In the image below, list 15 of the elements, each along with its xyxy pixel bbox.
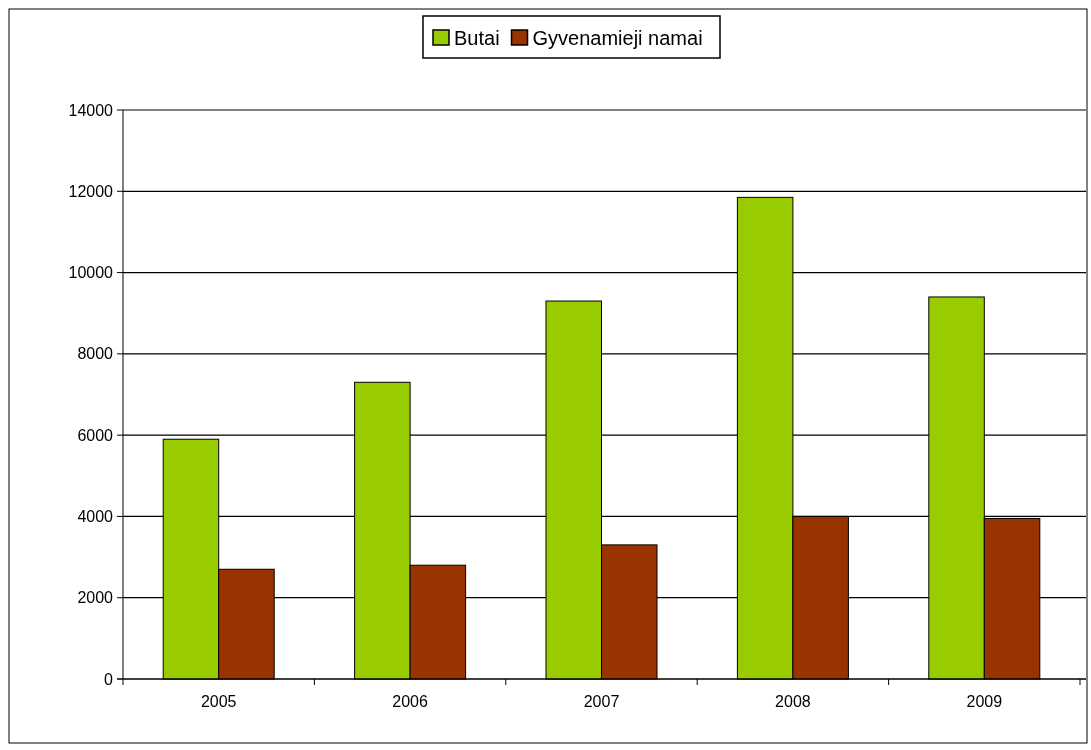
x-tick-label: 2007 — [583, 693, 620, 710]
y-tick-label: 14000 — [68, 101, 114, 119]
y-tick-label: 10000 — [68, 264, 114, 282]
x-tick-label: 2008 — [775, 693, 811, 710]
x-tick-label: 2009 — [966, 693, 1003, 710]
y-tick-label: 6000 — [77, 426, 114, 444]
y-tick-label: 2000 — [77, 589, 114, 607]
x-tick-label: 2005 — [200, 693, 237, 710]
legend-label: Butai — [454, 27, 500, 49]
y-tick-label: 4000 — [77, 508, 114, 526]
legend-label: Gyvenamieji namai — [532, 27, 703, 49]
y-tick-label: 12000 — [68, 182, 114, 200]
y-tick-label: 8000 — [77, 345, 114, 363]
y-tick-label: 0 — [104, 670, 114, 688]
x-tick-label: 2006 — [392, 693, 428, 710]
